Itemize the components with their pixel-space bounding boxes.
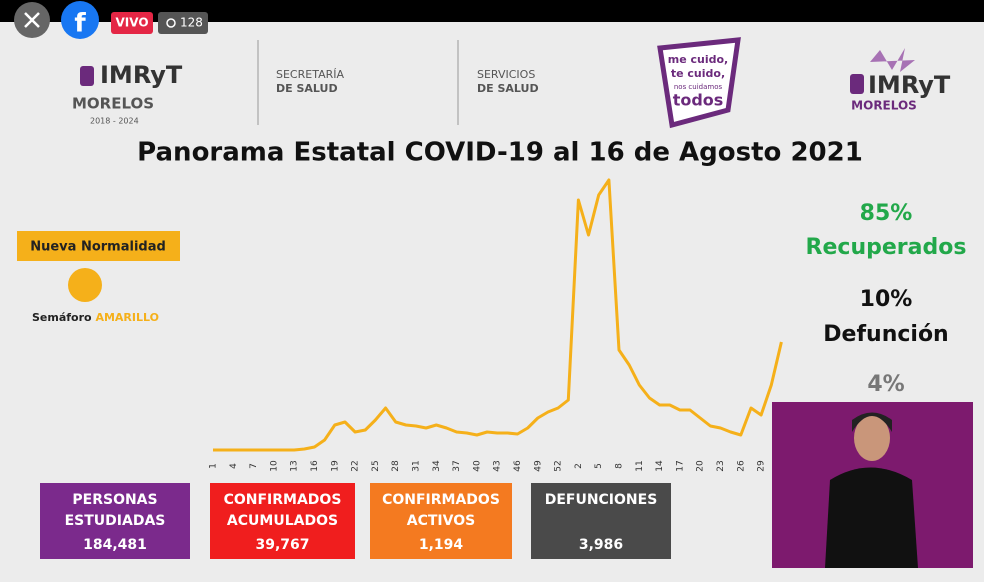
x-tick-label: 8 xyxy=(615,463,625,469)
stat-label: PERSONAS xyxy=(72,492,157,508)
rate-label: Defunción xyxy=(823,322,948,347)
slogan-4: todos xyxy=(673,91,724,110)
x-tick-label: 34 xyxy=(432,460,442,472)
x-tick-label: 16 xyxy=(310,460,320,472)
x-tick-label: 43 xyxy=(493,460,503,471)
x-tick-label: 13 xyxy=(290,460,300,471)
logo-right-flower xyxy=(870,48,915,72)
stat-label: ACUMULADOS xyxy=(227,513,338,529)
x-tick-label: 11 xyxy=(635,460,645,471)
viewer-count: 128 xyxy=(180,16,203,30)
rate-label: Recuperados xyxy=(806,235,967,260)
x-tick-label: 31 xyxy=(412,460,422,471)
facebook-f: f xyxy=(74,9,86,39)
x-tick-label: 2 xyxy=(574,463,584,469)
slogan-3: nos cuidamos xyxy=(674,83,723,91)
x-tick-label: 23 xyxy=(716,460,726,471)
rate-value: 4% xyxy=(867,372,904,397)
x-tick-label: 29 xyxy=(757,460,767,472)
logo-left-name: IMRyT xyxy=(100,61,183,89)
secretaria-2: DE SALUD xyxy=(276,82,338,95)
rate-value: 10% xyxy=(860,287,913,312)
x-tick-label: 19 xyxy=(330,460,340,472)
line xyxy=(213,178,783,452)
logo-right-name: IMRyT xyxy=(868,71,951,99)
top-bar xyxy=(0,0,984,22)
stat-label: ESTUDIADAS xyxy=(65,513,166,529)
logo-left-years: 2018 - 2024 xyxy=(90,117,139,126)
stat-label: DEFUNCIONES xyxy=(545,492,658,508)
facebook-logo xyxy=(61,1,99,39)
logo-left-mark xyxy=(80,66,94,86)
stat-box xyxy=(40,483,190,559)
semaforo-color: AMARILLO xyxy=(95,311,159,324)
x-tick-label: 49 xyxy=(533,460,543,472)
logo-left-state: MORELOS xyxy=(72,95,154,113)
interpreter-body xyxy=(825,467,918,568)
stat-box xyxy=(210,483,355,559)
slogan-1: me cuido, xyxy=(668,53,728,66)
semaforo-text: Semáforo AMARILLO xyxy=(32,311,159,324)
x-tick-label: 52 xyxy=(554,460,564,471)
stat-box xyxy=(531,483,671,559)
phase-badge xyxy=(17,231,180,261)
x-tick-label: 1 xyxy=(209,463,219,469)
stat-value: 3,986 xyxy=(579,537,623,553)
stat-value: 184,481 xyxy=(83,537,147,553)
logo-right-state: MORELOS xyxy=(851,99,917,113)
x-tick-label: 22 xyxy=(351,460,361,471)
stat-value: 1,194 xyxy=(419,537,464,553)
viewer-badge xyxy=(158,12,208,34)
close-icon xyxy=(24,12,40,28)
chart: 1 4 7 10 13 16 19 22 25 28 31 34 37 40 43 46 49 52 2 5 8 11 14… xyxy=(209,178,783,472)
stat-value: 39,767 xyxy=(255,537,309,553)
x-tick-label: 40 xyxy=(472,460,482,472)
interpreter-face xyxy=(854,415,890,461)
stat-boxes: PERSONAS ESTUDIADAS 184,481 CONFIRMADOS ACUM… xyxy=(40,483,671,559)
title: Panorama Estatal COVID-19 al 16 de Agost… xyxy=(137,138,863,168)
slogan-badge xyxy=(657,37,741,129)
stat-label: ACTIVOS xyxy=(407,513,475,529)
x-tick-label: 14 xyxy=(655,460,665,472)
live-badge xyxy=(111,12,153,34)
stat-label: CONFIRMADOS xyxy=(224,492,342,508)
x-tick-label: 4 xyxy=(229,463,239,469)
x-tick-label: 37 xyxy=(452,460,462,471)
stat-box xyxy=(370,483,512,559)
x-tick-label: 17 xyxy=(675,460,685,471)
live-text: VIVO xyxy=(115,16,148,30)
traffic-light xyxy=(68,268,102,302)
logo-right-mark xyxy=(850,74,864,94)
secretaria-1: SECRETARÍA xyxy=(276,68,344,81)
slogan-2: te cuido, xyxy=(671,67,725,80)
rate-value: 85% xyxy=(860,201,913,226)
phase-text: Nueva Normalidad xyxy=(30,240,166,255)
x-tick-label: 46 xyxy=(513,460,523,472)
stat-label: CONFIRMADOS xyxy=(382,492,500,508)
x-tick-label: 10 xyxy=(269,460,279,472)
x-tick-label: 5 xyxy=(594,463,604,469)
x-tick-label: 26 xyxy=(736,460,746,472)
eye-icon xyxy=(166,18,176,28)
x-tick-label: 28 xyxy=(391,460,401,472)
servicios-1: SERVICIOS xyxy=(477,68,535,81)
x-tick-label: 7 xyxy=(249,463,259,469)
interpreter-hair xyxy=(852,412,892,432)
x-tick-label: 20 xyxy=(696,460,706,472)
servicios-2: DE SALUD xyxy=(477,82,539,95)
semaforo-word: Semáforo xyxy=(32,311,92,324)
x-tick-label: 25 xyxy=(371,460,381,471)
